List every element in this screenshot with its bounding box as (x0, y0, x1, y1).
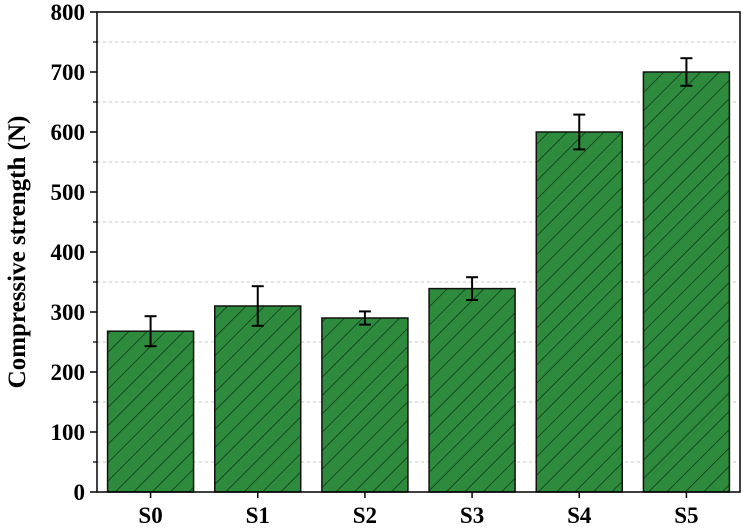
bar-s2 (321, 317, 409, 493)
x-tick-label: S2 (353, 503, 377, 528)
y-tick-label: 100 (51, 420, 86, 445)
bar-s1 (214, 305, 302, 493)
axes (90, 11, 741, 498)
x-tick-label: S3 (460, 503, 484, 528)
y-tick-label: 0 (74, 480, 86, 505)
grid-lines (97, 41, 740, 463)
y-tick-label: 700 (51, 60, 86, 85)
bar-s5 (642, 71, 731, 493)
y-tick-label: 200 (51, 360, 86, 385)
y-tick-label: 300 (51, 300, 86, 325)
error-bars (144, 57, 693, 348)
x-tick-label: S5 (674, 503, 698, 528)
y-tick-label: 800 (51, 0, 86, 25)
tick-labels: S0 S1 S2 S3 S4 S5 0 100 200 300 400 500 600 700 800 (51, 0, 699, 528)
y-axis-label: Compressive strength (N) (4, 116, 31, 389)
x-tick-label: S0 (138, 503, 162, 528)
bar-s0 (106, 330, 195, 493)
bar-s3 (428, 287, 516, 493)
bars (106, 71, 731, 493)
x-tick-label: S4 (567, 503, 592, 528)
y-tick-label: 500 (51, 180, 86, 205)
y-tick-label: 600 (51, 120, 86, 145)
y-tick-label: 400 (51, 240, 86, 265)
bar-s4 (535, 131, 623, 493)
x-tick-label: S1 (246, 503, 270, 528)
